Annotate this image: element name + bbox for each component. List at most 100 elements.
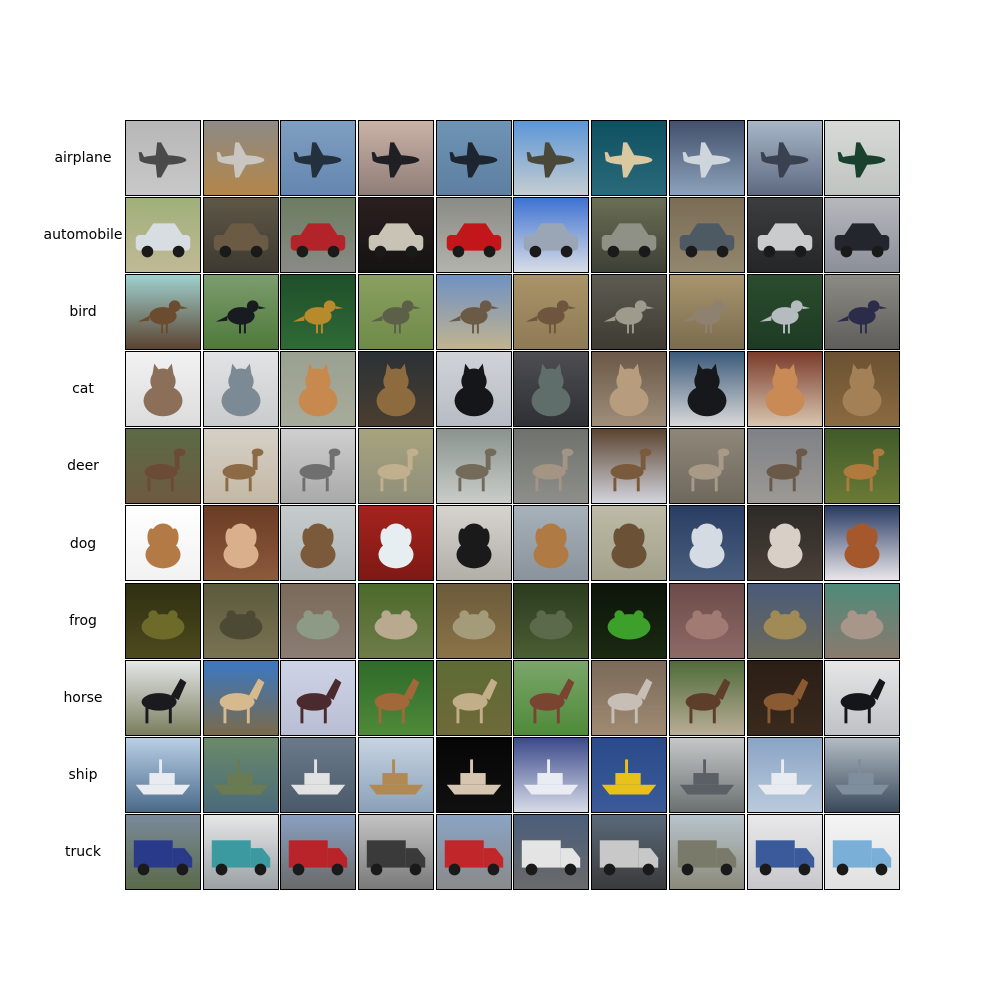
truck-image-6-content [514,814,589,889]
horse-image-10-content [825,660,900,735]
deer-image-2 [202,428,279,505]
dog-image-4 [358,505,435,582]
cat-image-7 [591,351,668,428]
bird-image-1 [125,274,201,351]
deer-image-1 [125,428,201,505]
frog-image-10 [824,582,901,659]
airplane-image-1-content [126,121,200,195]
automobile-image-2-content [203,198,278,273]
row-label-cat: cat [72,381,94,398]
dog-image-10-content [825,506,900,581]
deer-image-5-content [436,429,511,504]
row-label-frog: frog [69,612,97,629]
truck-image-4-content [359,814,434,889]
ship-image-3-content [281,737,356,812]
automobile-image-6-content [514,198,589,273]
ship-image-5-content [436,737,511,812]
automobile-image-7 [591,197,668,274]
frog-image-2-content [203,583,278,658]
deer-image-3-content [281,429,356,504]
airplane-image-8-content [669,121,744,195]
frog-image-4 [358,582,435,659]
dog-image-3 [280,505,357,582]
airplane-image-9 [746,120,823,196]
dog-image-1-content [126,506,200,581]
frog-image-2 [202,582,279,659]
automobile-image-8-content [669,198,744,273]
airplane-image-9-content [747,121,822,195]
deer-image-5 [435,428,512,505]
horse-image-5-content [436,660,511,735]
bird-image-8-content [669,275,744,350]
deer-image-10-content [825,429,900,504]
row-label-ship: ship [68,766,98,783]
horse-image-1 [125,659,201,736]
dog-image-9-content [747,506,822,581]
horse-image-6 [513,659,590,736]
dog-image-6-content [514,506,589,581]
deer-image-8-content [669,429,744,504]
frog-image-9 [746,582,823,659]
bird-image-10-content [825,275,900,350]
frog-image-7-content [592,583,667,658]
image-grid [125,120,901,890]
airplane-image-10-content [825,121,900,195]
truck-image-1 [125,813,201,890]
bird-image-9-content [747,275,822,350]
truck-image-4 [358,813,435,890]
airplane-image-2-content [203,121,278,195]
bird-image-3 [280,274,357,351]
bird-image-6-content [514,275,589,350]
deer-image-6-content [514,429,589,504]
bird-image-7 [591,274,668,351]
horse-image-1-content [126,660,200,735]
row-label-dog: dog [69,535,97,552]
bird-image-5-content [436,275,511,350]
airplane-image-5 [435,120,512,196]
bird-image-4 [358,274,435,351]
dog-image-6 [513,505,590,582]
airplane-image-3-content [281,121,356,195]
cat-image-10 [824,351,901,428]
truck-image-7-content [592,814,667,889]
ship-image-9-content [747,737,822,812]
truck-image-10 [824,813,901,890]
horse-image-7 [591,659,668,736]
ship-image-8 [668,736,745,813]
automobile-image-5-content [436,198,511,273]
ship-image-10 [824,736,901,813]
ship-image-3 [280,736,357,813]
deer-image-9 [746,428,823,505]
automobile-image-3 [280,197,357,274]
cat-image-4-content [359,352,434,427]
bird-image-2-content [203,275,278,350]
cat-image-9 [746,351,823,428]
ship-image-7-content [592,737,667,812]
airplane-image-6 [513,120,590,196]
airplane-image-5-content [436,121,511,195]
truck-image-2 [202,813,279,890]
frog-image-6 [513,582,590,659]
deer-image-2-content [203,429,278,504]
bird-image-1-content [126,275,200,350]
airplane-image-6-content [514,121,589,195]
ship-image-9 [746,736,823,813]
airplane-image-2 [202,120,279,196]
horse-image-3-content [281,660,356,735]
ship-image-2 [202,736,279,813]
frog-image-6-content [514,583,589,658]
truck-image-5-content [436,814,511,889]
cat-image-7-content [592,352,667,427]
automobile-image-10 [824,197,901,274]
truck-image-7 [591,813,668,890]
automobile-image-1-content [126,198,200,273]
deer-image-9-content [747,429,822,504]
deer-image-10 [824,428,901,505]
cat-image-1 [125,351,201,428]
cat-image-8 [668,351,745,428]
truck-image-9-content [747,814,822,889]
cat-image-2-content [203,352,278,427]
dog-image-7 [591,505,668,582]
frog-image-9-content [747,583,822,658]
